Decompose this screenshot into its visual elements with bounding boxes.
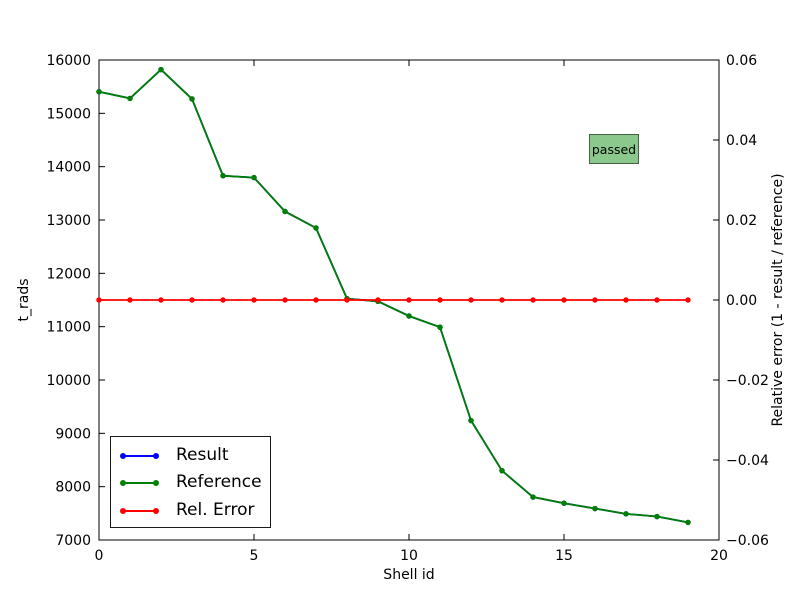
legend: Result Reference Rel. Error: [110, 436, 271, 528]
series-point-rel-error: [468, 297, 474, 303]
series-point-reference: [499, 467, 505, 474]
series-point-reference: [189, 96, 195, 102]
legend-label-result: Result: [176, 444, 229, 465]
series-point-rel-error: [251, 297, 257, 303]
y-axis-label-right: Relative error (1 - result / reference): [770, 173, 786, 427]
series-point-rel-error: [344, 297, 350, 303]
y-left-tick-label: 12000: [46, 266, 91, 282]
x-tick-label: 15: [555, 548, 573, 564]
legend-line-rel-error-icon: [120, 507, 159, 514]
status-badge-passed: passed: [589, 134, 639, 164]
y-left-tick-label: 16000: [46, 53, 91, 69]
series-point-rel-error: [437, 297, 443, 303]
series-point-rel-error: [592, 297, 598, 303]
series-point-reference: [313, 225, 319, 231]
y-right-tick-label: −0.02: [726, 373, 769, 389]
x-tick-label: 10: [400, 548, 418, 564]
series-point-reference: [592, 505, 598, 512]
series-point-reference: [561, 500, 567, 506]
series-point-reference: [96, 89, 102, 95]
series-point-rel-error: [623, 297, 629, 303]
series-point-rel-error: [685, 297, 691, 303]
y-left-tick-label: 7000: [55, 533, 91, 549]
series-point-reference: [685, 519, 691, 526]
x-tick-label: 0: [95, 548, 104, 564]
series-point-rel-error: [127, 297, 133, 303]
series-point-reference: [623, 511, 629, 517]
x-tick-label: 20: [710, 548, 728, 564]
series-point-reference: [127, 95, 133, 102]
series-point-rel-error: [530, 297, 536, 303]
series-point-rel-error: [654, 297, 660, 303]
y-right-tick-label: −0.04: [726, 453, 769, 469]
series-point-rel-error: [375, 297, 381, 303]
series-point-rel-error: [96, 297, 102, 303]
x-tick-label: 5: [250, 548, 259, 564]
legend-entry-rel-error: Rel. Error: [120, 499, 270, 520]
series-point-rel-error: [220, 297, 226, 303]
y-right-tick-label: 0.06: [726, 53, 757, 69]
y-left-tick-label: 9000: [55, 426, 91, 442]
series-point-reference: [654, 513, 660, 520]
series-point-rel-error: [313, 297, 319, 303]
series-point-reference: [530, 494, 536, 500]
series-point-rel-error: [158, 297, 164, 303]
y-left-tick-label: 14000: [46, 160, 91, 176]
legend-line-reference-icon: [120, 480, 159, 486]
series-point-rel-error: [189, 297, 195, 303]
series-point-reference: [437, 324, 443, 330]
series-point-reference: [406, 313, 412, 319]
series-point-reference: [251, 174, 257, 181]
y-right-tick-label: 0.04: [726, 133, 757, 149]
series-point-rel-error: [499, 297, 505, 303]
legend-entry-result: Result: [120, 444, 270, 465]
series-point-rel-error: [561, 297, 567, 303]
y-axis-label-left: t_rads: [16, 278, 32, 322]
series-point-rel-error: [282, 297, 288, 303]
legend-label-rel-error: Rel. Error: [176, 499, 255, 520]
series-point-reference: [282, 208, 288, 215]
y-left-tick-label: 13000: [46, 213, 91, 229]
y-right-tick-label: 0.00: [726, 293, 757, 309]
y-left-tick-label: 8000: [55, 480, 91, 496]
y-left-tick-label: 15000: [46, 106, 91, 122]
legend-line-result-icon: [120, 452, 159, 459]
y-right-tick-label: 0.02: [726, 213, 757, 229]
x-axis-label: Shell id: [383, 567, 435, 583]
series-point-reference: [220, 173, 226, 179]
legend-label-reference: Reference: [176, 472, 262, 492]
y-right-tick-label: −0.06: [726, 533, 769, 549]
series-point-rel-error: [406, 297, 412, 303]
y-left-tick-label: 10000: [46, 373, 91, 389]
legend-entry-reference: Reference: [120, 472, 270, 492]
series-line-reference: [98, 68, 689, 524]
y-left-tick-label: 11000: [46, 320, 91, 336]
series-point-reference: [468, 417, 474, 424]
series-point-reference: [158, 66, 164, 73]
